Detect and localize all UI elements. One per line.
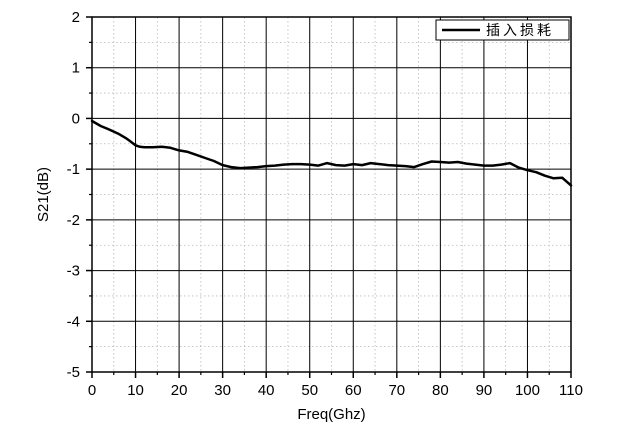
legend: 插入损耗 — [435, 19, 570, 41]
x-tick-label: 90 — [476, 382, 493, 399]
major-grid — [92, 17, 571, 372]
tick-marks — [86, 16, 572, 378]
x-tick-label: 0 — [88, 382, 96, 399]
y-tick-label: -1 — [67, 161, 80, 178]
x-tick-label: 40 — [258, 382, 275, 399]
y-tick-label: -2 — [67, 212, 80, 229]
x-tick-labels: 0 10 20 30 40 50 60 70 80 90 100 110 — [88, 382, 583, 399]
y-tick-label: 0 — [72, 110, 80, 127]
y-tick-label: -4 — [67, 313, 80, 330]
y-tick-label: -3 — [67, 263, 80, 280]
minor-grid — [92, 17, 571, 372]
legend-box — [435, 19, 570, 41]
legend-label: 插入损耗 — [486, 22, 554, 38]
y-axis-title: S21(dB) — [35, 167, 52, 222]
y-tick-label: 1 — [72, 60, 80, 77]
series-line-0 — [90, 119, 573, 187]
y-tick-label: -5 — [67, 364, 80, 381]
x-tick-label: 60 — [345, 382, 362, 399]
x-tick-label: 80 — [432, 382, 449, 399]
x-tick-label: 70 — [388, 382, 405, 399]
y-tick-label: 2 — [72, 9, 80, 26]
x-tick-label: 20 — [171, 382, 188, 399]
x-tick-label: 30 — [214, 382, 231, 399]
x-axis-title: Freq(Ghz) — [297, 406, 365, 423]
y-tick-labels: 2 1 0 -1 -2 -3 -4 -5 — [67, 9, 80, 381]
x-tick-label: 110 — [559, 382, 583, 399]
x-tick-label: 10 — [127, 382, 144, 399]
x-tick-label: 100 — [515, 382, 540, 399]
x-tick-label: 50 — [301, 382, 318, 399]
series-layer — [90, 119, 573, 187]
